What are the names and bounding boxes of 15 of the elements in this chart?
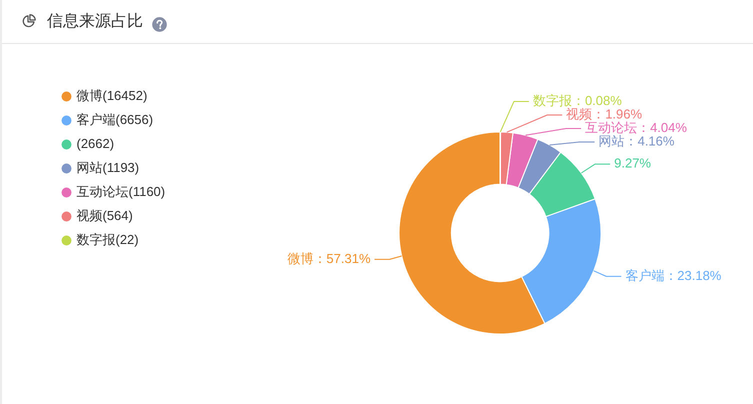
legend-label: 客户端(6656) xyxy=(76,112,154,128)
data-label: 微博：57.31% xyxy=(287,250,371,266)
legend-label: 微博(16452) xyxy=(76,88,148,104)
data-label: 视频：1.96% xyxy=(566,106,643,122)
legend-label: 网站(1193) xyxy=(76,160,140,176)
data-label: 数字报：0.08% xyxy=(532,93,622,108)
data-label: 网站：4.16% xyxy=(598,134,675,149)
legend-label: 视频(564) xyxy=(76,208,133,224)
legend-label: 互动论坛(1160) xyxy=(76,184,166,200)
legend-label: 数字报(22) xyxy=(76,232,139,248)
data-label: 互动论坛：4.04% xyxy=(585,120,688,136)
data-label: 客户端：23.18% xyxy=(625,268,722,283)
data-label: 9.27% xyxy=(614,156,652,171)
chart-title: 信息来源占比 xyxy=(47,12,143,32)
legend-label: (2662) xyxy=(76,136,114,152)
